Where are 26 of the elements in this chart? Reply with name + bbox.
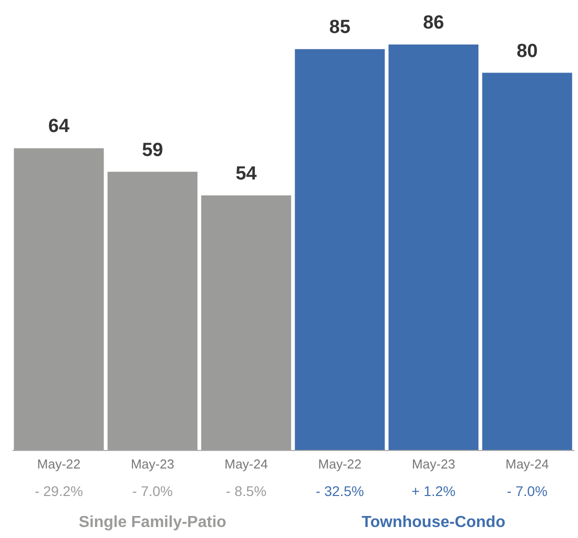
data-label: 80 (516, 40, 538, 62)
x-tick-label: May-22 (318, 456, 362, 472)
x-tick-label: May-22 (37, 456, 81, 472)
x-tick-label: May-24 (505, 456, 549, 472)
data-label: 85 (329, 17, 351, 38)
text: - 32.5% (316, 483, 364, 499)
x-tick-label: May-23 (412, 456, 456, 472)
text: - 7.0% (132, 483, 173, 499)
bar (388, 44, 478, 450)
text: - 8.5% (226, 483, 266, 499)
text: - 7.0% (506, 483, 548, 499)
text: + 1.2% (412, 483, 456, 499)
data-label: 54 (236, 163, 258, 184)
data-label: 86 (422, 12, 444, 34)
bar (108, 172, 198, 450)
text: Townhouse-Condo (362, 514, 506, 531)
data-label: 64 (48, 116, 70, 138)
x-tick-label: May-23 (130, 456, 174, 472)
x-tick-label: May-24 (224, 456, 268, 472)
bar (294, 49, 385, 450)
text: Single Family-Patio (78, 514, 227, 531)
bar (482, 72, 572, 450)
text: - 29.2% (34, 483, 83, 499)
bar (201, 195, 292, 450)
bar (14, 148, 104, 450)
data-label: 59 (142, 140, 164, 161)
